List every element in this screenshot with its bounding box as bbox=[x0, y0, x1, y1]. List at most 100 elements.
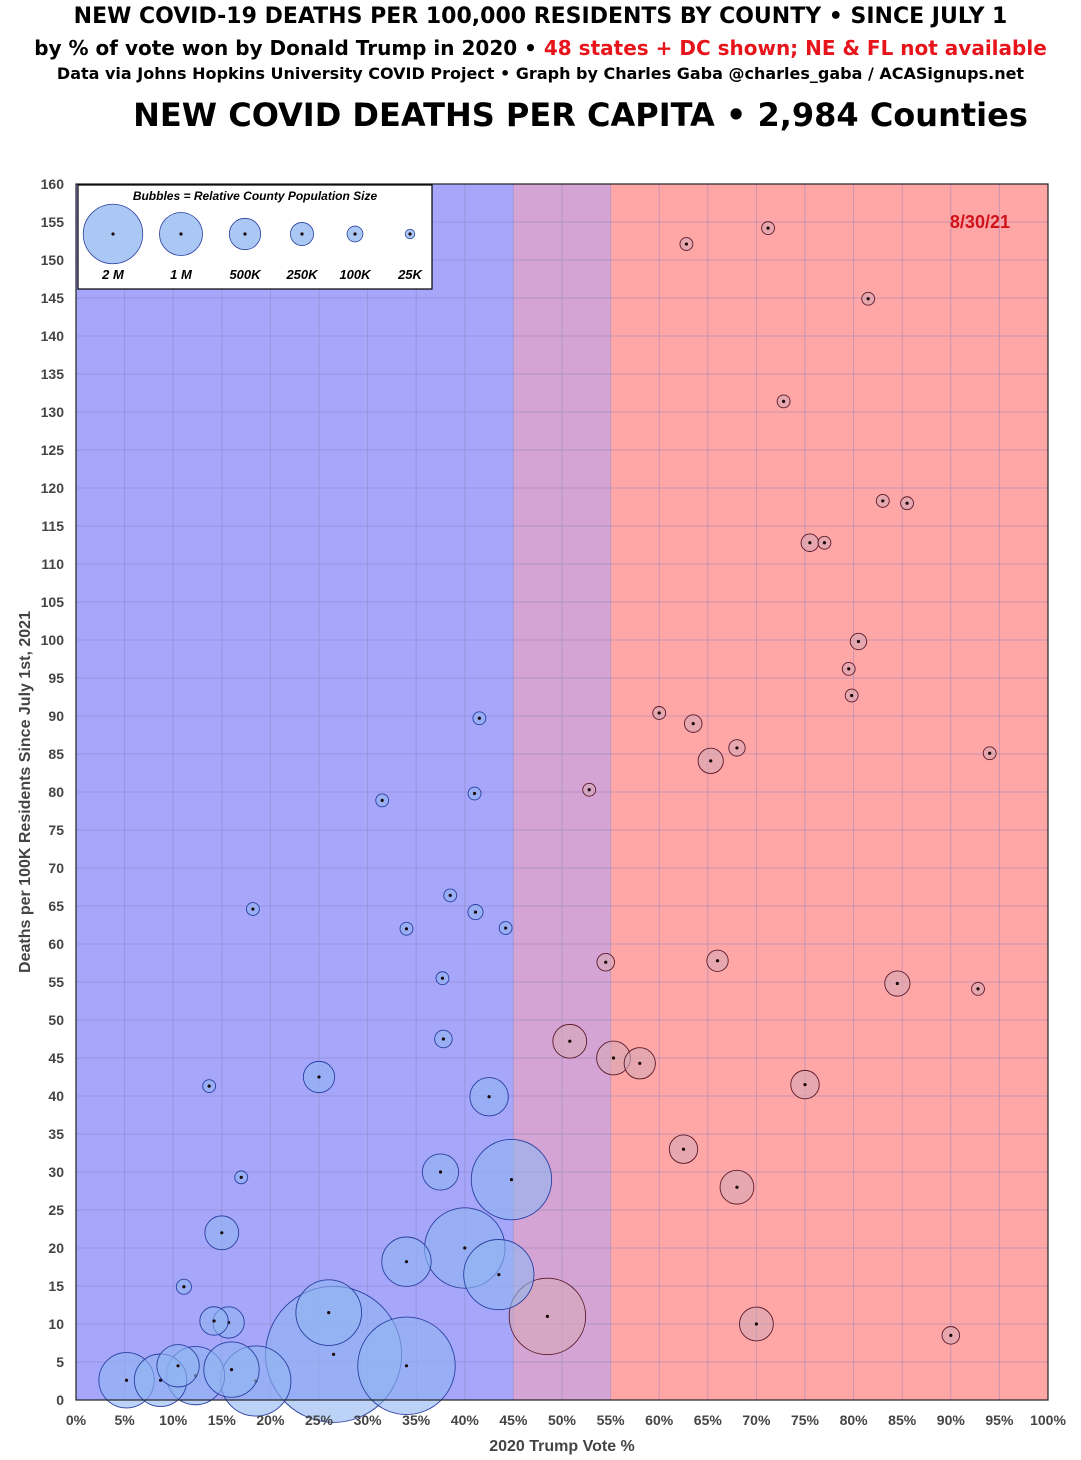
x-tick-label: 5% bbox=[114, 1412, 135, 1428]
data-point bbox=[302, 1060, 336, 1094]
x-tick-label: 0% bbox=[66, 1412, 87, 1428]
point-center bbox=[327, 1311, 331, 1315]
data-point bbox=[790, 1069, 820, 1100]
data-point bbox=[719, 1169, 755, 1205]
y-tick-label: 95 bbox=[48, 670, 64, 686]
data-point bbox=[841, 661, 856, 676]
y-axis-ticks: 0 5 10 15 20 25 30 35 40 45 50 55 60 65 70 75 80 85 90 95 10… bbox=[41, 176, 65, 1408]
x-tick-label: 45% bbox=[499, 1412, 528, 1428]
point-center bbox=[766, 226, 770, 230]
legend-label: 100K bbox=[339, 267, 372, 282]
legend-item: 2 M bbox=[82, 203, 144, 282]
point-center bbox=[604, 960, 608, 964]
data-point bbox=[668, 1134, 699, 1164]
x-tick-label: 90% bbox=[937, 1412, 966, 1428]
data-point bbox=[463, 1239, 535, 1311]
legend-title: Bubbles = Relative County Population Siz… bbox=[133, 189, 378, 203]
point-center bbox=[212, 1319, 216, 1323]
y-tick-label: 15 bbox=[48, 1278, 64, 1294]
legend-bubble-center bbox=[111, 232, 115, 236]
legend-label: 250K bbox=[285, 267, 319, 282]
data-point bbox=[552, 1023, 588, 1059]
point-center bbox=[709, 759, 713, 763]
point-center bbox=[949, 1333, 953, 1337]
data-point bbox=[817, 535, 832, 550]
data-point bbox=[467, 786, 482, 801]
point-center bbox=[440, 976, 445, 980]
data-point bbox=[470, 1138, 553, 1221]
y-tick-label: 30 bbox=[48, 1164, 64, 1180]
y-tick-label: 150 bbox=[41, 252, 65, 268]
legend: Bubbles = Relative County Population Siz… bbox=[77, 184, 433, 290]
data-point bbox=[844, 688, 859, 703]
data-point bbox=[941, 1326, 961, 1345]
x-tick-label: 75% bbox=[791, 1412, 820, 1428]
y-tick-label: 20 bbox=[48, 1240, 64, 1256]
data-point bbox=[861, 291, 876, 306]
y-tick-label: 130 bbox=[41, 404, 65, 420]
data-point bbox=[982, 746, 997, 761]
point-center bbox=[881, 499, 885, 503]
header-subtitle-note: 48 states + DC shown; NE & FL not availa… bbox=[543, 36, 1047, 60]
point-center bbox=[866, 297, 870, 301]
x-tick-label: 60% bbox=[645, 1412, 674, 1428]
y-tick-label: 0 bbox=[56, 1392, 64, 1408]
y-tick-label: 75 bbox=[48, 822, 64, 838]
x-axis-label: 2020 Trump Vote % bbox=[489, 1438, 635, 1455]
y-tick-label: 80 bbox=[48, 784, 64, 800]
y-axis-label: Deaths per 100K Residents Since July 1st… bbox=[17, 611, 34, 973]
x-tick-label: 50% bbox=[548, 1412, 577, 1428]
y-tick-label: 100 bbox=[41, 632, 65, 648]
data-point bbox=[582, 782, 597, 797]
y-tick-label: 145 bbox=[41, 290, 65, 306]
point-center bbox=[229, 1368, 234, 1372]
data-point bbox=[399, 921, 414, 936]
point-center bbox=[611, 1056, 616, 1060]
y-tick-label: 140 bbox=[41, 328, 65, 344]
legend-bubble-center bbox=[243, 232, 247, 236]
legend-item: 500K bbox=[228, 217, 262, 282]
x-tick-label: 35% bbox=[402, 1412, 431, 1428]
point-center bbox=[856, 639, 861, 644]
x-tick-label: 100% bbox=[1030, 1412, 1066, 1428]
point-center bbox=[568, 1039, 572, 1043]
point-center bbox=[182, 1285, 186, 1289]
point-center bbox=[477, 716, 481, 720]
x-tick-label: 80% bbox=[840, 1412, 869, 1428]
data-point bbox=[697, 747, 724, 774]
header-subtitle-text: by % of vote won by Donald Trump in 2020… bbox=[34, 36, 544, 60]
point-center bbox=[251, 907, 255, 911]
point-center bbox=[803, 1083, 807, 1087]
y-tick-label: 90 bbox=[48, 708, 64, 724]
point-center bbox=[681, 1147, 686, 1151]
point-center bbox=[497, 1273, 501, 1277]
point-center bbox=[905, 501, 909, 505]
point-center bbox=[124, 1378, 129, 1382]
y-tick-label: 10 bbox=[48, 1316, 64, 1332]
y-tick-label: 65 bbox=[48, 898, 64, 914]
y-tick-label: 45 bbox=[48, 1050, 64, 1066]
data-point bbox=[728, 739, 746, 757]
x-tick-label: 10% bbox=[159, 1412, 188, 1428]
x-tick-label: 40% bbox=[451, 1412, 480, 1428]
data-point bbox=[381, 1236, 432, 1287]
legend-item: 100K bbox=[339, 225, 372, 282]
point-center bbox=[850, 693, 854, 698]
data-point bbox=[739, 1306, 774, 1342]
data-point bbox=[884, 970, 911, 997]
data-point bbox=[849, 632, 868, 651]
point-center bbox=[380, 798, 384, 802]
x-tick-label: 95% bbox=[985, 1412, 1014, 1428]
data-points bbox=[98, 221, 997, 1423]
point-center bbox=[404, 1364, 409, 1368]
point-center bbox=[239, 1175, 243, 1179]
point-center bbox=[735, 1185, 739, 1189]
x-tick-label: 25% bbox=[305, 1412, 334, 1428]
x-tick-label: 65% bbox=[694, 1412, 723, 1428]
data-point bbox=[469, 1077, 509, 1117]
point-center bbox=[331, 1352, 336, 1356]
data-point bbox=[246, 902, 260, 916]
legend-label: 500K bbox=[229, 267, 262, 282]
chart-title: NEW COVID DEATHS PER CAPITA • 2,984 Coun… bbox=[133, 96, 1028, 134]
data-point bbox=[443, 888, 458, 903]
